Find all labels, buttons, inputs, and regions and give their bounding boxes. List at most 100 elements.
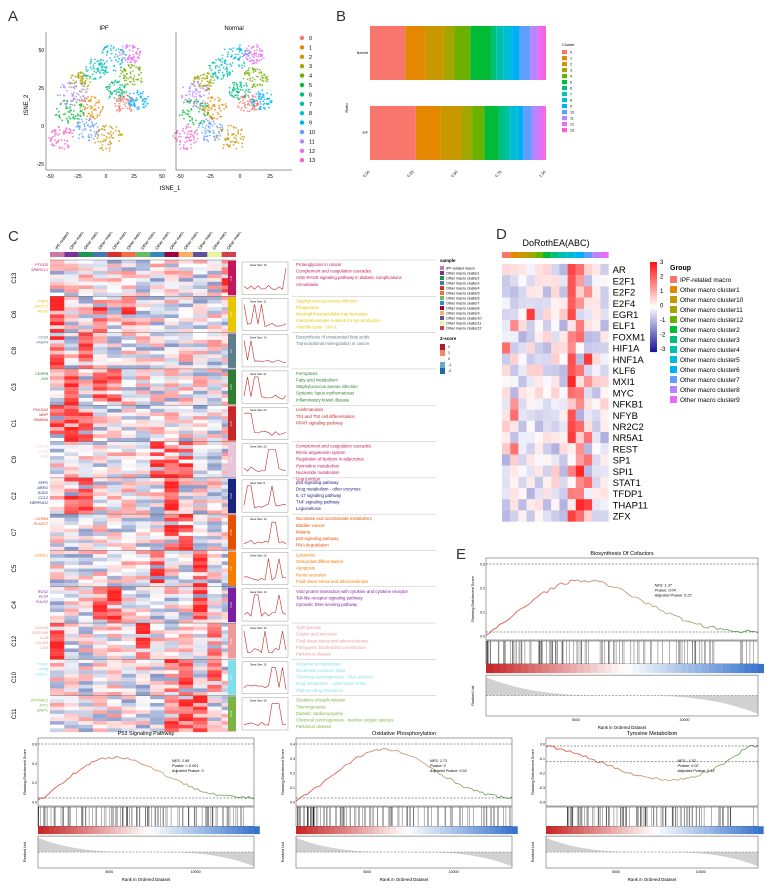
heatmap-pathway-term: p53 signaling pathway <box>296 480 339 485</box>
heatmap-cell <box>78 648 94 653</box>
heatmap-cell <box>135 328 151 333</box>
dorothea-gene-label: E2F2 <box>613 288 636 299</box>
tsne-point <box>263 98 266 101</box>
tsne-point <box>264 108 266 110</box>
gsea-pvalue: Pvalue: 0.04 <box>655 589 676 593</box>
tsne-point <box>119 48 122 51</box>
gsea-x-tick: 5000 <box>363 870 371 874</box>
heatmap-cell <box>164 673 179 678</box>
zscore-color <box>440 356 445 362</box>
tsne-point <box>48 137 51 139</box>
gsea-rank-color <box>484 826 491 835</box>
heatmap-cell <box>121 394 136 399</box>
ratio-bar-segment <box>530 26 538 80</box>
tsne-point <box>80 118 83 121</box>
heatmap-cell <box>164 394 179 399</box>
tsne-point <box>121 58 124 61</box>
heatmap-cell <box>78 590 94 595</box>
dorothea-cell <box>592 297 601 309</box>
heatmap-cell <box>193 321 208 326</box>
tsne-point <box>64 86 66 89</box>
heatmap-cell <box>92 401 108 406</box>
tsne-point <box>242 138 245 141</box>
heatmap-cell <box>50 390 65 395</box>
dorothea-cell <box>526 387 535 399</box>
heatmap-cell <box>78 608 94 613</box>
tsne-point <box>208 82 211 85</box>
heatmap-cell <box>135 637 151 642</box>
dorothea-cell <box>584 308 593 321</box>
heatmap-cell <box>135 594 151 598</box>
heatmap-cell <box>64 532 79 537</box>
heatmap-cell <box>150 496 165 500</box>
heatmap-trend-line <box>243 631 287 654</box>
tsne-point <box>79 125 81 128</box>
heatmap-gene-label: CD9 <box>40 646 48 650</box>
tsne-point <box>108 83 111 86</box>
dorothea-cell <box>526 376 535 388</box>
dorothea-cell <box>518 376 527 388</box>
dorothea-cell <box>526 510 535 522</box>
ratio-bar-segment <box>523 106 532 160</box>
heatmap-cell <box>135 347 151 351</box>
heatmap-cell <box>50 655 65 660</box>
tsne-point <box>105 124 107 127</box>
heatmap-cell <box>92 608 108 613</box>
heatmap-cell <box>178 289 194 293</box>
tsne-point <box>134 104 136 107</box>
heatmap-cell <box>64 699 79 704</box>
tsne-point <box>70 86 73 89</box>
tsne-point <box>82 74 84 77</box>
heatmap-cell <box>178 336 194 340</box>
tsne-point <box>113 84 116 86</box>
tsne-point <box>88 126 91 128</box>
tsne-point <box>249 91 252 94</box>
heatmap-cell <box>50 365 65 370</box>
heatmap-cell <box>78 506 94 511</box>
heatmap-cell <box>178 383 194 388</box>
heatmap-cell <box>150 688 165 693</box>
tsne-point <box>79 96 82 99</box>
tsne-point <box>224 59 227 62</box>
heatmap-cluster-count: n=9 <box>229 312 233 317</box>
heatmap-cell <box>121 456 136 460</box>
tsne-point <box>118 129 120 132</box>
heatmap-cell <box>193 394 208 399</box>
heatmap-cell <box>150 601 165 606</box>
heatmap-cell <box>207 673 222 678</box>
tsne-point <box>139 92 142 94</box>
heatmap-cell <box>135 525 151 529</box>
tsne-point <box>189 119 191 122</box>
heatmap-cell <box>92 452 108 457</box>
tsne-point <box>142 98 144 101</box>
heatmap-cell <box>135 496 151 500</box>
heatmap-pathway-term: Pathogenic Escherichia coli infection <box>296 645 366 650</box>
heatmap-cell <box>193 303 208 308</box>
heatmap-cell <box>207 637 222 642</box>
tsne-point <box>250 108 253 111</box>
heatmap-cluster-strip <box>228 333 236 368</box>
heatmap-cell <box>92 267 108 271</box>
heatmap-cell <box>92 278 108 282</box>
tsne-point <box>135 66 137 68</box>
tsne-point <box>107 143 109 146</box>
tsne-point <box>74 98 77 101</box>
tsne-point <box>188 137 190 140</box>
tsne-point <box>127 58 129 61</box>
tsne-point <box>230 65 233 67</box>
dorothea-colorbar-step <box>650 328 657 330</box>
tsne-point <box>100 147 103 149</box>
heatmap-cell <box>121 702 136 707</box>
heatmap-cell <box>78 267 94 271</box>
heatmap-cell <box>193 677 208 682</box>
heatmap-cell <box>135 706 151 711</box>
tsne-point <box>100 75 102 78</box>
dorothea-cell <box>567 353 576 365</box>
heatmap-cluster-strip <box>228 515 236 550</box>
dorothea-cell <box>600 420 609 433</box>
dorothea-cell <box>584 331 593 343</box>
heatmap-cell <box>64 641 79 645</box>
gsea-es-ytick: -0.1 <box>539 757 545 761</box>
tsne-point <box>181 113 184 116</box>
tsne-point <box>114 102 116 105</box>
